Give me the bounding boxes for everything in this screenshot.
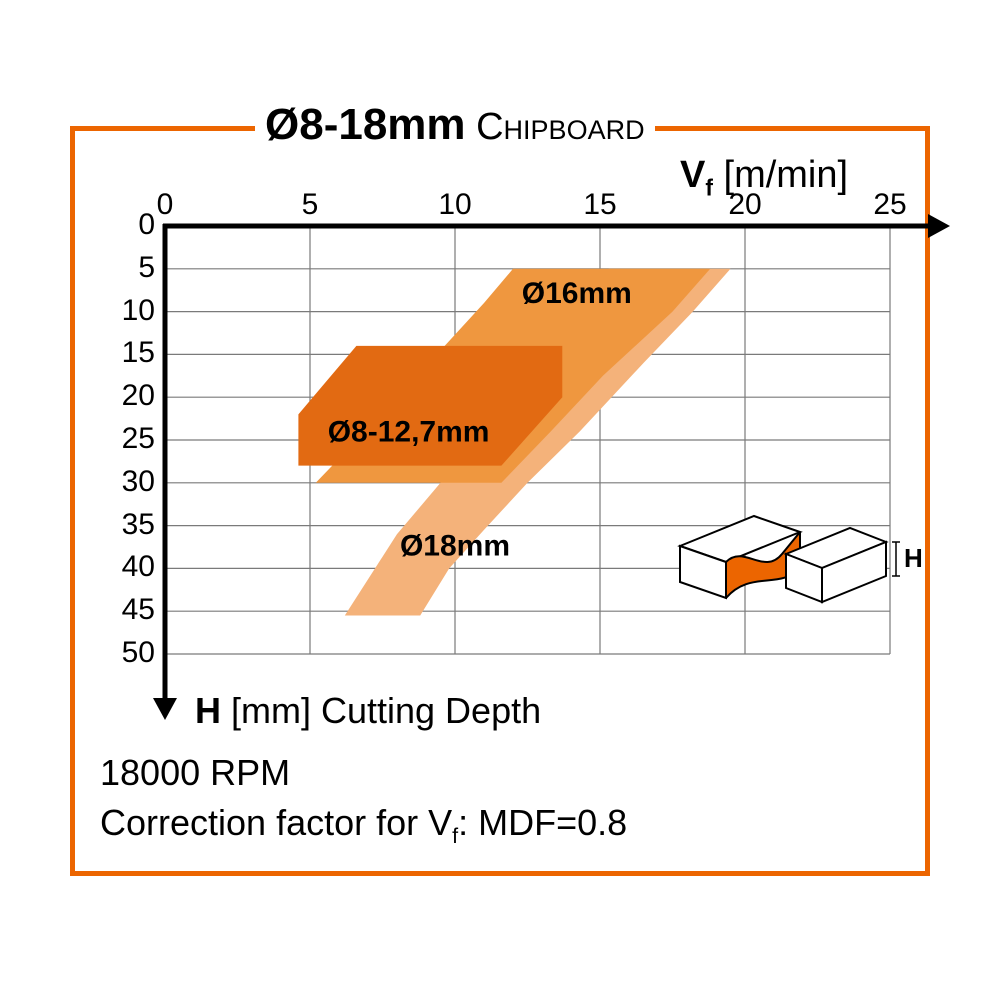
y-tick: 25	[105, 422, 155, 456]
y-tick: 50	[105, 636, 155, 670]
x-tick: 25	[870, 188, 910, 222]
workpiece-inset-diagram: H	[0, 0, 1000, 1000]
y-tick: 45	[105, 593, 155, 627]
y-axis-label: H [mm] Cutting Depth	[195, 690, 541, 732]
correction-factor-note: Correction factor for Vf: MDF=0.8	[100, 802, 627, 849]
x-tick: 10	[435, 188, 475, 222]
y-tick: 15	[105, 336, 155, 370]
x-tick: 20	[725, 188, 765, 222]
y-tick: 30	[105, 465, 155, 499]
x-tick: 15	[580, 188, 620, 222]
y-tick: 20	[105, 379, 155, 413]
x-tick: 5	[290, 188, 330, 222]
y-tick: 10	[105, 294, 155, 328]
inset-h-label: H	[904, 543, 923, 573]
y-tick: 35	[105, 508, 155, 542]
rpm-note: 18000 RPM	[100, 752, 290, 794]
y-tick: 0	[105, 208, 155, 242]
y-tick: 40	[105, 550, 155, 584]
y-tick: 5	[105, 251, 155, 285]
